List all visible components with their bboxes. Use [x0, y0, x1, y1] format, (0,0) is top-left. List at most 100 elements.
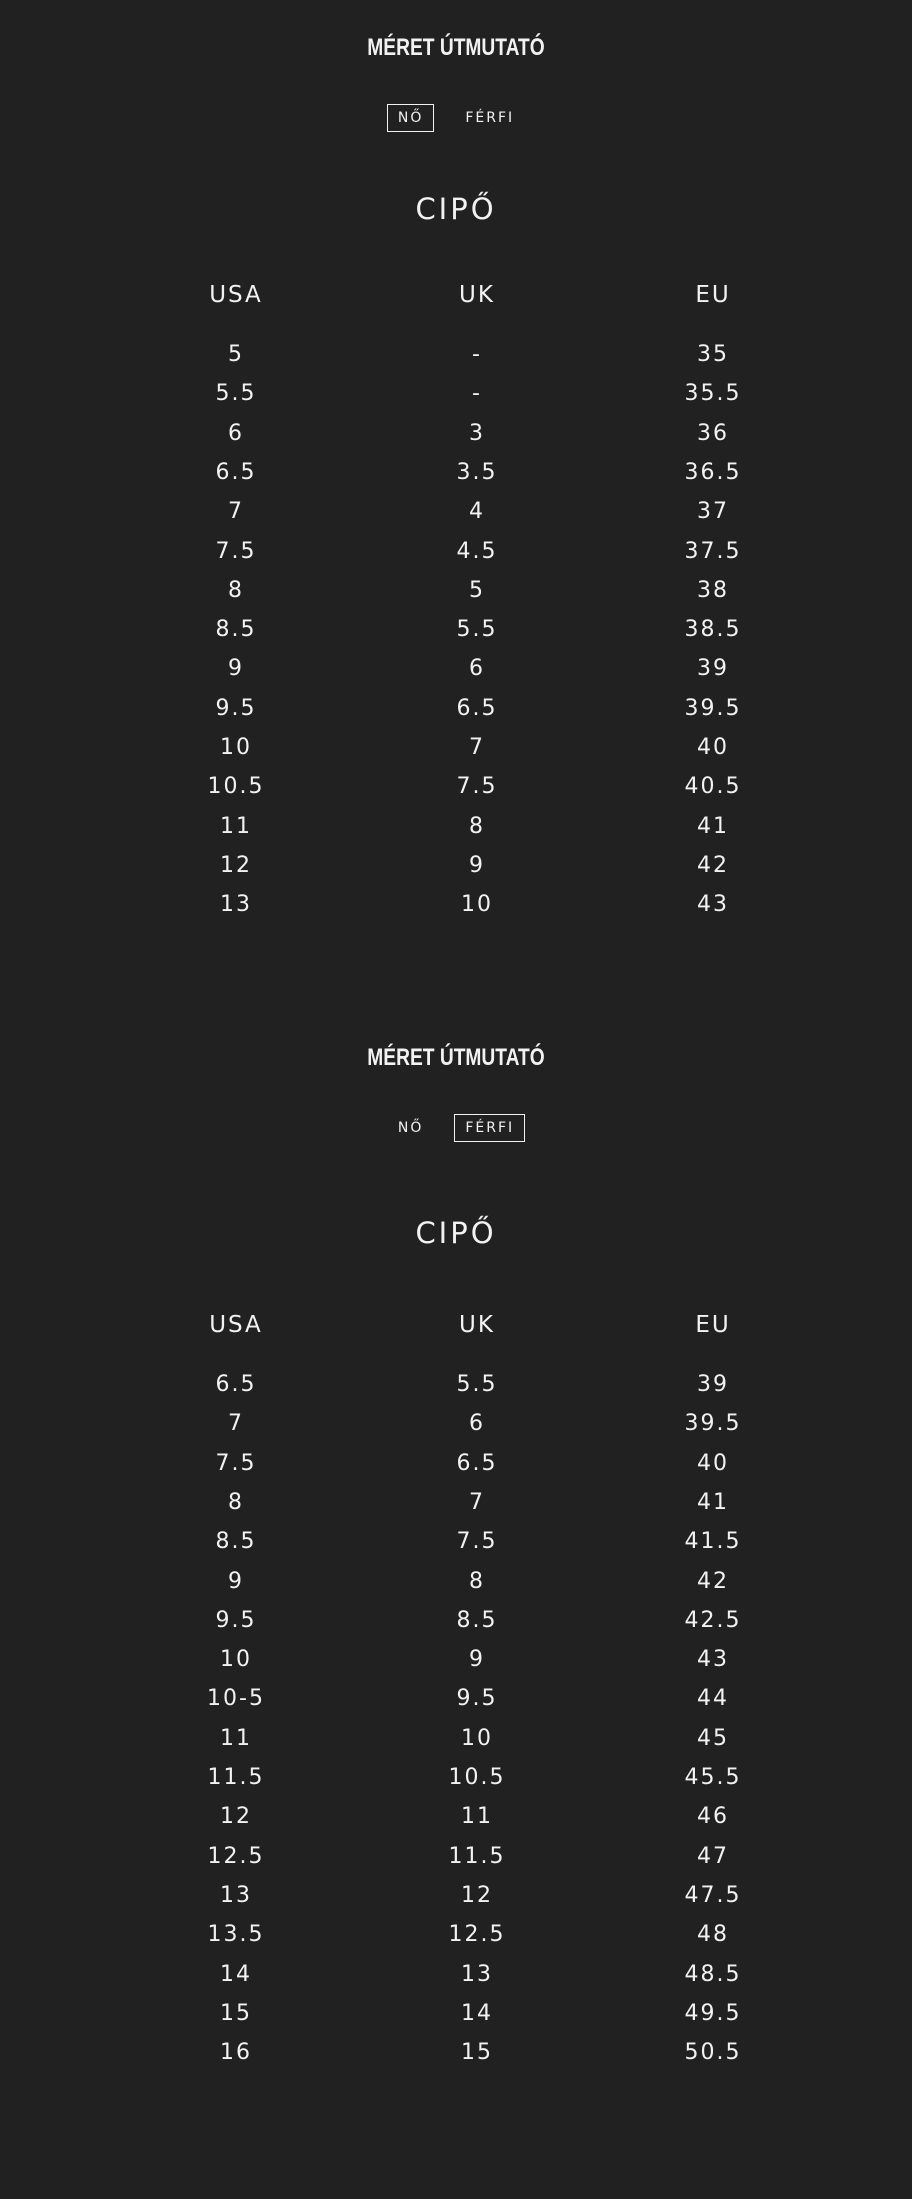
size-cell: 8 — [228, 1489, 244, 1515]
size-cell: 39 — [697, 656, 729, 682]
size-cell: 46 — [697, 1804, 729, 1830]
table-row: 8 7 41 — [0, 1490, 912, 1529]
size-cell: 3.5 — [456, 459, 498, 485]
tab-men[interactable]: FÉRFI — [465, 110, 515, 126]
size-cell: 6.5 — [215, 459, 257, 485]
size-cell: 9 — [228, 1568, 244, 1594]
size-cell: 10.5 — [207, 774, 265, 800]
size-cell: 41 — [697, 1489, 729, 1515]
table-row: 8.5 7.5 41.5 — [0, 1529, 912, 1568]
size-cell: 13 — [220, 1882, 252, 1908]
tab-men[interactable]: FÉRFI — [454, 1114, 526, 1142]
size-cell: 7 — [469, 1489, 485, 1515]
size-cell: 35 — [697, 342, 729, 367]
size-cell: 48.5 — [684, 1961, 742, 1987]
size-cell: 5 — [228, 342, 244, 367]
size-cell: 49.5 — [684, 2000, 742, 2026]
column-header-uk: UK — [459, 282, 495, 308]
size-cell: 36.5 — [684, 459, 742, 485]
size-cell: 42.5 — [684, 1607, 742, 1633]
size-cell: 43 — [697, 1647, 729, 1673]
table-row: 6.5 3.5 36.5 — [0, 460, 912, 499]
size-cell: 47.5 — [684, 1882, 742, 1908]
size-guide-title: MÉRET ÚTMUTATÓ — [367, 1044, 545, 1071]
size-cell: 6.5 — [456, 695, 498, 721]
size-cell: 39 — [697, 1372, 729, 1397]
size-cell: 10 — [461, 892, 493, 918]
size-cell: 41.5 — [684, 1529, 742, 1555]
size-cell: 4.5 — [456, 538, 498, 564]
size-cell: 7.5 — [215, 1450, 257, 1476]
column-header-usa: USA — [209, 1312, 263, 1338]
table-row: 9 8 42 — [0, 1569, 912, 1608]
size-cell: - — [472, 342, 482, 367]
size-cell: 9 — [469, 1647, 485, 1673]
table-row: 8 5 38 — [0, 578, 912, 617]
size-cell: 11.5 — [207, 1765, 265, 1790]
size-cell: 12.5 — [207, 1843, 265, 1869]
size-cell: 12 — [220, 852, 252, 878]
size-cell: 45 — [697, 1725, 729, 1751]
category-heading: CIPŐ — [415, 192, 497, 226]
table-row: 13.5 12.5 48 — [0, 1922, 912, 1961]
size-cell: 9.5 — [215, 1607, 257, 1633]
table-row: 11 8 41 — [0, 814, 912, 853]
table-row: 13 12 47.5 — [0, 1883, 912, 1922]
table-row: 16 15 50.5 — [0, 2040, 912, 2079]
table-row: 10 9 43 — [0, 1647, 912, 1686]
table-row: 11.5 10.5 45.5 — [0, 1765, 912, 1804]
size-cell: 42 — [697, 1568, 729, 1594]
table-row: 10 7 40 — [0, 735, 912, 774]
size-cell: 36 — [697, 420, 729, 446]
size-cell: 39.5 — [684, 1411, 742, 1437]
category-heading: CIPŐ — [415, 1216, 497, 1250]
size-cell: 6 — [228, 420, 244, 446]
size-cell: 11 — [461, 1804, 493, 1830]
size-cell: - — [472, 381, 482, 407]
size-cell: 44 — [697, 1686, 729, 1712]
table-row: 10-5 9.5 44 — [0, 1686, 912, 1725]
size-cell: 12 — [220, 1804, 252, 1830]
size-cell: 38.5 — [684, 617, 742, 643]
table-row: 7.5 4.5 37.5 — [0, 539, 912, 578]
size-cell: 8 — [228, 577, 244, 603]
table-row: 10.5 7.5 40.5 — [0, 774, 912, 813]
table-row: 9.5 6.5 39.5 — [0, 696, 912, 735]
size-cell: 37 — [697, 499, 729, 525]
tab-women[interactable]: NŐ — [397, 1120, 424, 1136]
size-cell: 43 — [697, 892, 729, 918]
size-cell: 8.5 — [215, 617, 257, 643]
table-row: 5 - 35 — [0, 342, 912, 381]
size-cell: 12 — [461, 1882, 493, 1908]
size-cell: 9.5 — [456, 1686, 498, 1712]
size-cell: 48 — [697, 1922, 729, 1948]
tab-women[interactable]: NŐ — [386, 104, 435, 132]
size-cell: 50.5 — [684, 2040, 742, 2066]
size-cell: 38 — [697, 577, 729, 603]
size-cell: 13.5 — [207, 1922, 265, 1948]
gender-toggle: NŐ FÉRFI — [0, 1114, 912, 1142]
table-row: 9 6 39 — [0, 656, 912, 695]
size-cell: 40 — [697, 735, 729, 760]
size-cell: 16 — [220, 2040, 252, 2066]
size-cell: 6.5 — [215, 1372, 257, 1397]
size-cell: 42 — [697, 852, 729, 878]
size-cell: 7.5 — [456, 1529, 498, 1555]
size-cell: 14 — [461, 2000, 493, 2026]
size-cell: 10-5 — [207, 1686, 265, 1712]
table-header: USA UK EU — [0, 1312, 912, 1351]
size-cell: 3 — [469, 420, 485, 446]
size-cell: 6.5 — [456, 1450, 498, 1476]
size-cell: 40.5 — [684, 774, 742, 800]
size-cell: 8 — [469, 813, 485, 839]
size-cell: 6 — [469, 1411, 485, 1437]
size-cell: 4 — [469, 499, 485, 525]
size-cell: 5.5 — [456, 617, 498, 643]
size-cell: 10 — [220, 1647, 252, 1673]
size-cell: 10 — [461, 1725, 493, 1751]
size-cell: 13 — [461, 1961, 493, 1987]
size-cell: 37.5 — [684, 538, 742, 564]
size-cell: 10 — [220, 735, 252, 760]
table-row: 12.5 11.5 47 — [0, 1844, 912, 1883]
size-cell: 39.5 — [684, 695, 742, 721]
